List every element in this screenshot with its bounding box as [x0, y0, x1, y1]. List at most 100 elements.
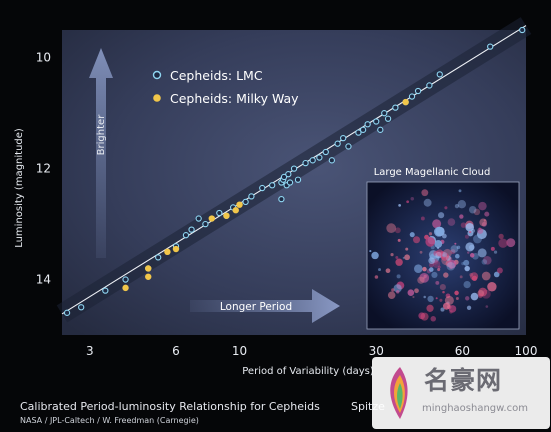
lmc-nebula-speck	[422, 266, 427, 272]
lmc-nebula-speck	[443, 302, 451, 310]
lmc-nebula-speck	[428, 257, 435, 265]
lmc-nebula-speck	[414, 264, 423, 273]
legend: Cepheids: LMC Cepheids: Milky Way	[152, 68, 299, 106]
lmc-nebula-speck	[465, 242, 475, 252]
y-tick-label: 14	[36, 273, 51, 287]
lmc-nebula-speck	[459, 275, 463, 279]
caption-credit: NASA / JPL-Caltech / W. Freedman (Carneg…	[20, 416, 199, 425]
data-points	[63, 26, 526, 316]
milky-way-point	[232, 207, 239, 214]
lmc-nebula-speck	[435, 280, 440, 285]
lmc-nebula-speck	[487, 282, 497, 292]
y-tick-label: 12	[36, 162, 51, 176]
lmc-point	[334, 140, 341, 147]
lmc-point	[195, 215, 202, 222]
lmc-nebula-speck	[498, 233, 504, 240]
lmc-point	[345, 143, 352, 150]
watermark-logo-icon	[390, 367, 408, 419]
lmc-nebula-speck	[447, 218, 456, 226]
lmc-point	[269, 182, 276, 189]
lmc-inset: Large Magellanic Cloud	[366, 167, 520, 330]
lmc-nebula-speck	[427, 295, 434, 303]
lmc-nebula-speck	[477, 289, 485, 297]
x-tick-label: 30	[369, 344, 384, 358]
lmc-nebula-speck	[439, 298, 443, 302]
watermark-text: 名豪网	[424, 366, 503, 395]
lmc-nebula-speck	[398, 204, 401, 207]
lmc-nebula-speck	[481, 271, 491, 281]
lmc-nebula-speck	[441, 252, 448, 258]
lmc-nebula-speck	[395, 256, 399, 259]
inset-title: Large Magellanic Cloud	[374, 167, 491, 178]
lmc-nebula-speck	[421, 189, 429, 197]
lmc-nebula-speck	[477, 248, 487, 258]
lmc-nebula-speck	[473, 234, 482, 244]
lmc-point	[242, 198, 249, 206]
lmc-nebula-speck	[394, 227, 401, 234]
lmc-nebula-speck	[467, 251, 470, 254]
lmc-point	[377, 126, 384, 133]
lmc-nebula-speck	[386, 223, 397, 234]
lmc-nebula-speck	[423, 295, 426, 299]
lmc-nebula-speck	[481, 259, 488, 265]
watermark-url: minghaoshangw.com	[422, 403, 528, 414]
lmc-point	[384, 115, 392, 122]
lmc-nebula-speck	[443, 272, 449, 278]
longer-period-arrow: Longer Period	[190, 289, 340, 323]
brighter-label: Brighter	[96, 114, 107, 156]
lmc-point	[78, 304, 85, 311]
lmc-point	[355, 129, 362, 136]
lmc-nebula-speck	[465, 222, 475, 232]
lmc-nebula-speck	[407, 289, 415, 296]
lmc-point	[414, 87, 422, 95]
lmc-nebula-speck	[437, 265, 441, 269]
lmc-point	[102, 287, 109, 294]
lmc-point	[436, 71, 443, 78]
lmc-nebula-speck	[496, 267, 503, 274]
lmc-nebula-speck	[417, 276, 425, 284]
lmc-nebula-speck	[387, 291, 396, 300]
lmc-nebula-speck	[498, 238, 508, 248]
lmc-nebula-speck	[493, 271, 500, 278]
lmc-nebula-speck	[479, 218, 488, 227]
lmc-point	[188, 226, 195, 233]
milky-way-point	[402, 98, 409, 106]
lmc-point	[216, 209, 223, 217]
lmc-nebula-speck	[444, 206, 448, 210]
lmc-point	[316, 154, 323, 161]
lmc-point	[290, 165, 298, 172]
lmc-nebula-speck	[435, 297, 438, 300]
x-tick-label: 6	[172, 344, 180, 358]
lmc-nebula-speck	[440, 307, 445, 312]
lmc-nebula-speck	[470, 292, 479, 301]
lmc-nebula-speck	[428, 232, 433, 236]
x-tick-label: 3	[86, 344, 94, 358]
legend-marker-lmc	[152, 70, 162, 80]
lmc-nebula-speck	[414, 288, 419, 294]
lmc-nebula-speck	[371, 251, 379, 260]
lmc-point	[155, 254, 162, 261]
lmc-nebula-speck	[448, 305, 457, 313]
lmc-point	[392, 104, 399, 111]
lmc-point	[122, 276, 129, 283]
lmc-point	[309, 157, 316, 164]
lmc-nebula-speck	[477, 227, 484, 234]
lmc-nebula-speck	[419, 250, 423, 254]
lmc-nebula-speck	[485, 305, 489, 308]
lmc-point	[381, 110, 388, 117]
lmc-nebula-speck	[423, 198, 432, 207]
lmc-nebula-speck	[369, 250, 372, 253]
lmc-nebula-speck	[426, 304, 434, 312]
lmc-nebula-speck	[405, 247, 409, 251]
lmc-nebula-speck	[455, 253, 460, 259]
lmc-nebula-speck	[439, 284, 446, 291]
lmc-nebula-speck	[374, 275, 379, 279]
lmc-nebula-speck	[450, 249, 456, 255]
lmc-point	[373, 118, 380, 125]
y-tick-label: 10	[36, 51, 51, 65]
lmc-nebula-speck	[457, 200, 467, 209]
lmc-nebula-speck	[412, 295, 415, 299]
lmc-point	[408, 93, 416, 100]
lmc-nebula-speck	[395, 258, 403, 266]
